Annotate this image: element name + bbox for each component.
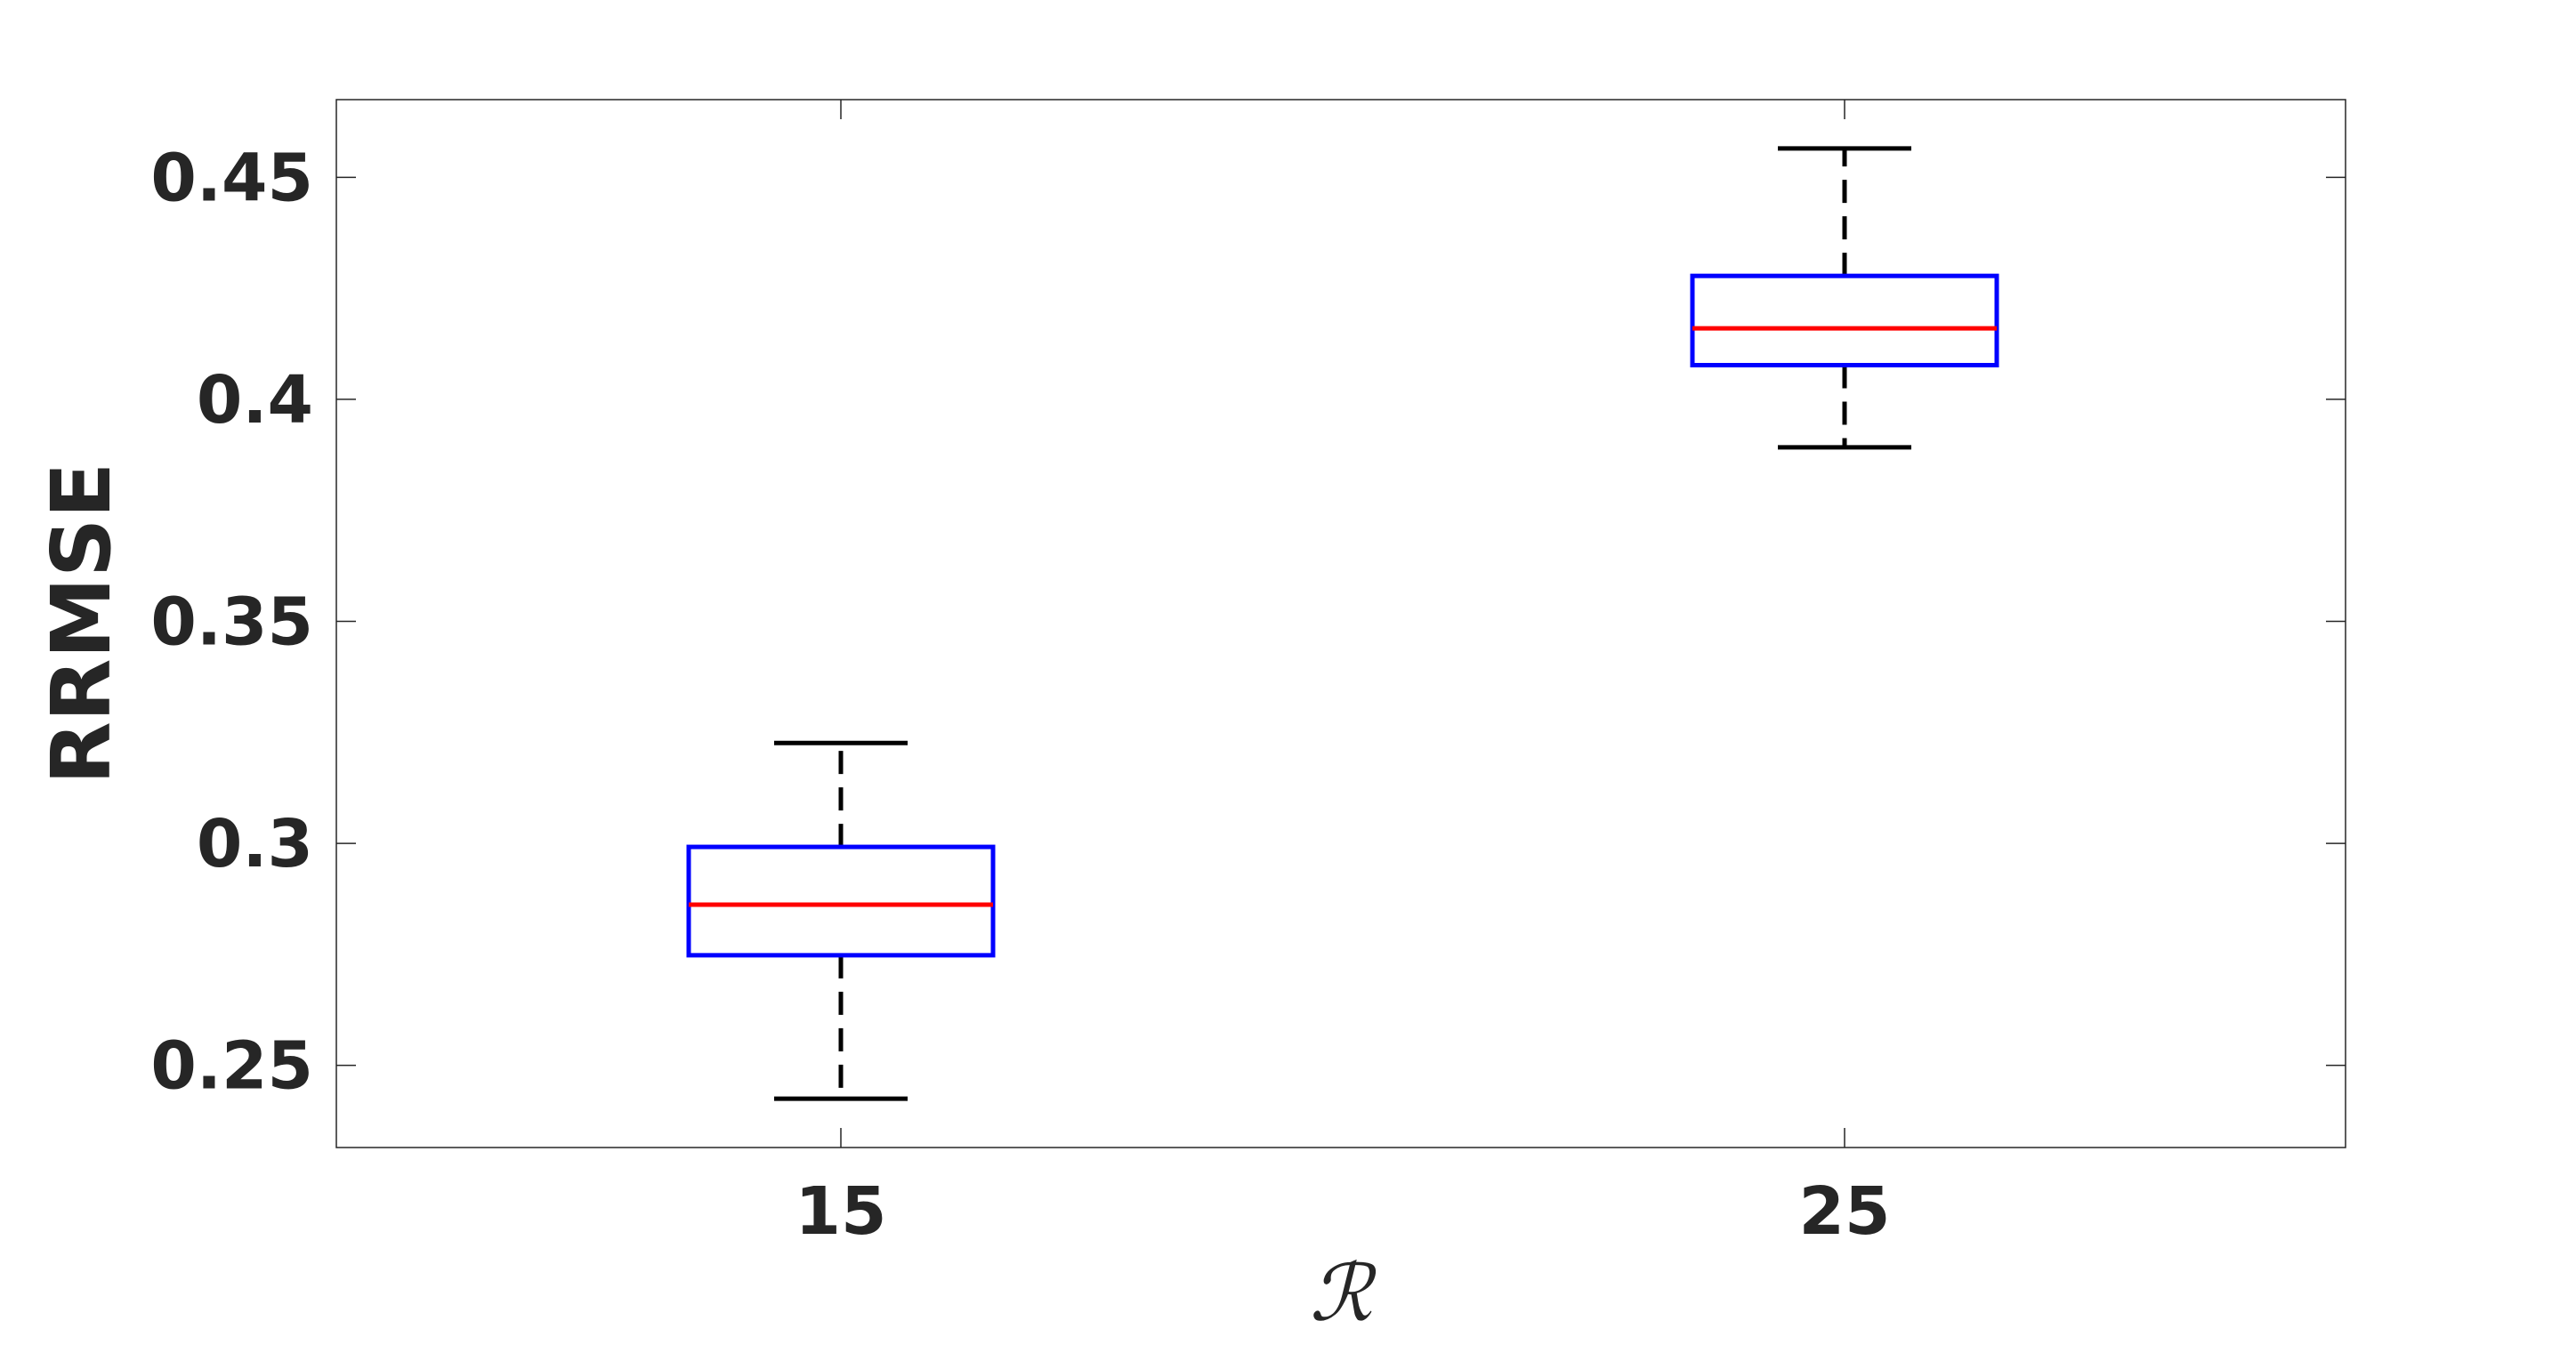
box-series xyxy=(686,146,1999,1101)
plot-area xyxy=(335,99,2346,1148)
y-tick-label: 0.35 xyxy=(150,584,313,661)
y-tick-label: 0.4 xyxy=(197,362,313,439)
x-tick-label: 15 xyxy=(795,1173,887,1250)
x-tick-label: 25 xyxy=(1799,1173,1891,1250)
y-tick-label: 0.45 xyxy=(150,140,313,216)
axis-ticks xyxy=(336,100,2346,1148)
y-tick-labels: 0.25 0.3 0.35 0.4 0.45 xyxy=(150,140,313,1104)
iqr-box xyxy=(1690,273,1999,367)
box-15 xyxy=(686,740,996,1101)
x-tick-labels: 15 25 xyxy=(795,1173,1891,1250)
y-tick-label: 0.25 xyxy=(150,1028,313,1105)
box-25 xyxy=(1690,146,1999,450)
y-axis-label: RRMSE xyxy=(34,463,129,785)
y-tick-label: 0.3 xyxy=(197,806,313,882)
x-axis-label: ℛ xyxy=(1310,1247,1377,1339)
iqr-box xyxy=(686,844,996,958)
